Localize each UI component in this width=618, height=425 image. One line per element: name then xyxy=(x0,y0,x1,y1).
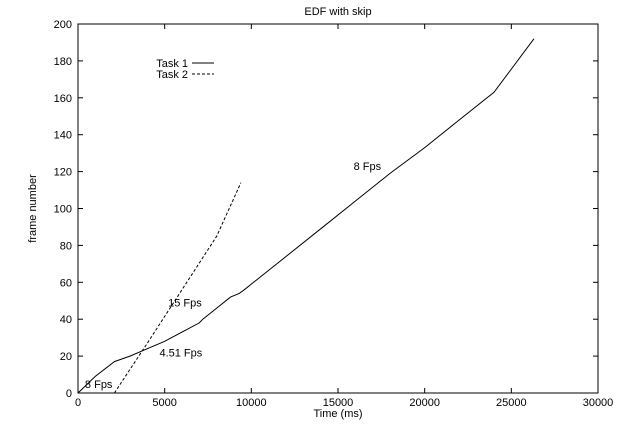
x-tick-label: 5000 xyxy=(152,397,176,409)
y-tick-label: 40 xyxy=(60,314,72,326)
x-axis-label: Time (ms) xyxy=(313,408,362,420)
y-tick-label: 60 xyxy=(60,277,72,289)
y-tick-label: 160 xyxy=(54,93,72,105)
x-tick-label: 10000 xyxy=(236,397,267,409)
annotation-2: 4.51 Fps xyxy=(159,347,202,359)
annotation-3: 15 Fps xyxy=(168,298,202,310)
y-tick-label: 140 xyxy=(54,130,72,142)
annotation-4: 8 Fps xyxy=(354,161,382,173)
y-tick-label: 0 xyxy=(66,388,72,400)
y-axis-label: frame number xyxy=(27,174,39,243)
legend-label-2: Task 2 xyxy=(156,69,188,81)
x-tick-label: 20000 xyxy=(409,397,440,409)
annotations: 8 Fps 4.51 Fps 15 Fps 8 Fps xyxy=(85,161,382,391)
y-axis: 0 20 40 60 80 100 120 140 160 180 200 xyxy=(54,19,598,400)
x-tick-label: 15000 xyxy=(323,397,354,409)
x-tick-label: 0 xyxy=(75,397,81,409)
series-line-2 xyxy=(113,182,242,394)
series-layer xyxy=(77,38,535,394)
y-tick-label: 20 xyxy=(60,351,72,363)
y-tick-label: 80 xyxy=(60,240,72,252)
y-tick-label: 200 xyxy=(54,19,72,31)
y-tick-label: 100 xyxy=(54,204,72,216)
y-tick-label: 180 xyxy=(54,56,72,68)
annotation-1: 8 Fps xyxy=(85,379,113,391)
chart-title: EDF with skip xyxy=(304,6,371,18)
series-line-1 xyxy=(77,38,535,394)
x-tick-label: 30000 xyxy=(583,397,614,409)
y-tick-label: 120 xyxy=(54,167,72,179)
x-axis: 0 5000 10000 15000 20000 25000 30000 xyxy=(75,24,613,409)
legend-label-1: Task 1 xyxy=(156,58,188,70)
x-tick-label: 25000 xyxy=(496,397,527,409)
